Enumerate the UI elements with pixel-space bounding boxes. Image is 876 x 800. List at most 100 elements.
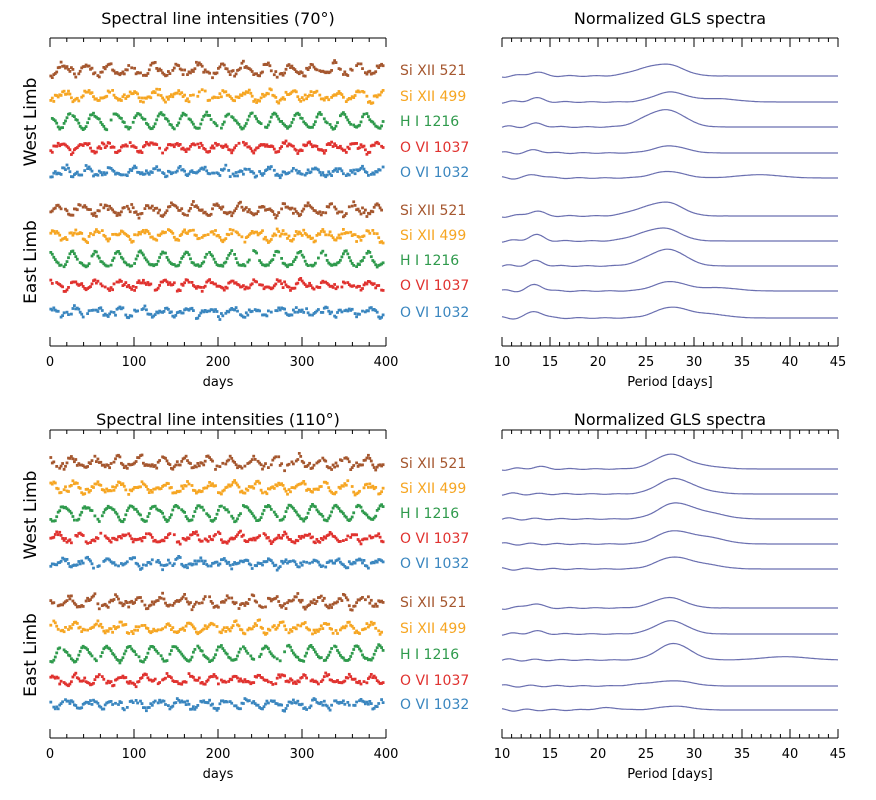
data-point: [314, 120, 317, 124]
data-point: [340, 681, 344, 685]
data-point: [246, 66, 250, 70]
data-point: [158, 208, 161, 212]
data-point: [58, 233, 62, 237]
data-point: [70, 699, 73, 703]
data-point: [93, 482, 97, 486]
data-point: [258, 309, 261, 313]
data-point: [80, 630, 84, 633]
data-point: [167, 205, 170, 209]
data-point: [377, 463, 381, 467]
data-point: [327, 486, 331, 489]
data-point: [114, 678, 117, 682]
data-point: [374, 626, 378, 630]
data-point: [81, 534, 85, 537]
data-point: [284, 67, 288, 71]
data-point: [187, 562, 191, 566]
data-point: [265, 678, 269, 682]
data-point: [143, 96, 147, 100]
data-point: [153, 699, 157, 703]
data-point: [89, 285, 92, 288]
data-point: [196, 504, 200, 508]
data-point: [158, 309, 161, 313]
data-point: [321, 514, 325, 518]
data-point: [330, 468, 333, 471]
data-point: [324, 253, 328, 257]
data-point: [284, 680, 288, 683]
data-point: [106, 464, 110, 467]
data-point: [293, 68, 297, 71]
data-point: [78, 69, 82, 73]
x-tick-label: 100: [122, 355, 147, 370]
data-point: [61, 126, 64, 129]
data-point: [365, 537, 369, 541]
data-point: [164, 563, 167, 567]
data-point: [359, 505, 363, 509]
data-point: [255, 212, 258, 216]
data-point: [325, 656, 329, 659]
data-point: [80, 706, 84, 710]
data-point: [352, 464, 356, 467]
data-point: [339, 700, 342, 704]
data-point: [206, 309, 210, 313]
data-point: [81, 263, 85, 267]
data-point: [114, 593, 117, 597]
data-point: [122, 231, 126, 235]
data-point: [52, 675, 56, 679]
data-point: [228, 228, 232, 231]
data-point: [290, 121, 294, 124]
data-point: [359, 120, 363, 124]
data-point: [364, 208, 367, 212]
data-point: [114, 701, 117, 705]
data-point: [347, 147, 351, 151]
data-point: [378, 126, 382, 130]
data-point: [78, 261, 82, 264]
data-point: [174, 701, 178, 704]
data-point: [352, 648, 356, 651]
data-point: [378, 93, 382, 97]
data-point: [299, 250, 303, 253]
data-point: [253, 98, 257, 102]
data-point: [86, 143, 89, 147]
data-point: [284, 205, 288, 209]
data-point: [100, 284, 104, 288]
data-point: [231, 624, 235, 627]
data-point: [278, 604, 282, 607]
data-point: [128, 504, 132, 508]
data-point: [361, 561, 364, 565]
data-point: [321, 599, 325, 602]
data-point: [217, 315, 220, 318]
data-point: [267, 285, 270, 289]
data-point: [220, 631, 223, 635]
data-point: [381, 649, 385, 652]
data-point: [99, 260, 103, 263]
data-point: [167, 308, 170, 311]
data-point: [299, 455, 303, 458]
data-point: [108, 681, 111, 685]
data-point: [343, 482, 347, 485]
data-point: [75, 676, 79, 680]
data-point: [305, 285, 308, 288]
data-point: [124, 600, 128, 603]
data-point: [269, 144, 273, 148]
data-point: [73, 601, 76, 605]
data-point: [178, 117, 182, 121]
data-point: [361, 628, 364, 632]
data-point: [358, 263, 361, 266]
data-point: [261, 283, 264, 287]
data-point: [156, 93, 160, 97]
data-point: [208, 535, 211, 538]
data-point: [75, 464, 79, 467]
data-point: [212, 146, 216, 150]
data-point: [111, 259, 114, 262]
data-point: [346, 566, 350, 570]
data-point: [249, 654, 253, 658]
data-point: [352, 604, 356, 608]
data-point: [244, 90, 248, 94]
data-point: [147, 463, 151, 467]
data-point: [64, 290, 67, 293]
data-point: [95, 700, 98, 704]
data-point: [378, 317, 382, 320]
data-point: [293, 234, 297, 237]
data-point: [177, 649, 181, 652]
data-point: [52, 100, 56, 103]
